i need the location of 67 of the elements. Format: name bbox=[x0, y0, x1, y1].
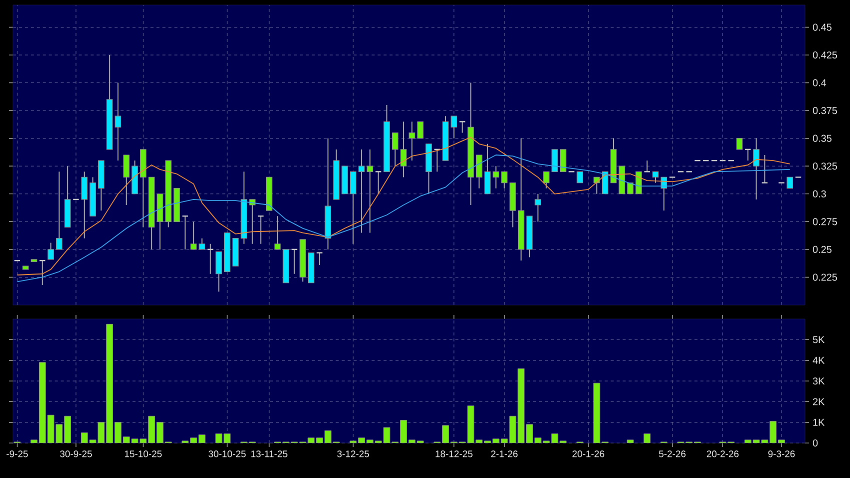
candlestick bbox=[123, 154, 130, 206]
candlestick bbox=[392, 132, 398, 167]
y-tick-label: 0 bbox=[812, 439, 818, 447]
candlestick bbox=[249, 198, 256, 244]
candlestick bbox=[753, 138, 760, 200]
y-tick-label: 0.375 bbox=[812, 107, 838, 114]
candlestick bbox=[48, 242, 54, 260]
x-tick-label: 3-12-25 bbox=[337, 450, 370, 458]
y-tick-label: 4K bbox=[812, 356, 825, 364]
candlestick bbox=[358, 148, 365, 234]
candlestick bbox=[114, 82, 122, 162]
candlestick bbox=[484, 143, 491, 194]
candlestick bbox=[216, 251, 222, 292]
candlestick bbox=[408, 121, 416, 162]
y-tick-label: 0.25 bbox=[812, 246, 832, 253]
y-tick-label: 0.325 bbox=[812, 162, 838, 170]
candlestick bbox=[350, 171, 356, 244]
candlestick bbox=[400, 121, 407, 178]
y-tick-label: 0.4 bbox=[812, 79, 826, 86]
candlestick bbox=[374, 171, 382, 194]
y-tick-label: 5K bbox=[812, 336, 825, 344]
candlestick bbox=[366, 148, 374, 234]
y-tick-label: 0.275 bbox=[812, 218, 838, 226]
candlestick bbox=[417, 121, 424, 139]
x-tick-label: 18-12-25 bbox=[436, 450, 472, 458]
y-tick-label: 0.35 bbox=[812, 134, 832, 142]
candlestick bbox=[552, 149, 558, 172]
candlestick bbox=[543, 171, 550, 189]
y-tick-label: 0.425 bbox=[812, 51, 838, 59]
candlestick bbox=[56, 171, 62, 250]
candlestick bbox=[458, 121, 466, 134]
candlestick bbox=[627, 182, 634, 194]
x-tick-label: 5-2-26 bbox=[659, 450, 686, 458]
y-tick-label: 2K bbox=[813, 398, 825, 406]
candlestick bbox=[316, 252, 324, 266]
candlestick bbox=[492, 166, 500, 189]
x-tick-label: 30-10-25 bbox=[208, 450, 246, 458]
candlestick bbox=[534, 193, 542, 222]
x-tick-label: 9-3-26 bbox=[768, 450, 795, 458]
candlestick bbox=[274, 216, 281, 250]
x-tick-label: 13-11-25 bbox=[251, 450, 288, 458]
candlestick bbox=[652, 171, 659, 184]
candlestick bbox=[736, 138, 743, 150]
y-tick-label: 1K bbox=[813, 418, 825, 426]
candlestick bbox=[786, 176, 794, 189]
candlestick bbox=[644, 160, 651, 172]
x-tick-label: 20-1-26 bbox=[572, 450, 604, 458]
candlestick bbox=[761, 154, 768, 184]
candlestick bbox=[636, 171, 642, 194]
y-tick-label: 3K bbox=[812, 377, 825, 385]
y-tick-label: 0.225 bbox=[812, 274, 838, 281]
candlestick bbox=[190, 221, 197, 250]
candlestick bbox=[198, 238, 206, 250]
candlestick bbox=[501, 171, 508, 189]
candlestick bbox=[602, 171, 608, 194]
candlestick bbox=[576, 171, 584, 184]
candlestick bbox=[560, 149, 566, 172]
candlestick bbox=[81, 171, 88, 239]
x-tick-label: 20-2-26 bbox=[706, 450, 739, 458]
candlestick bbox=[450, 116, 458, 139]
x-tick-label: 2-1-26 bbox=[491, 450, 518, 458]
y-tick-label: 0.45 bbox=[812, 24, 832, 31]
x-tick-label: 15-10-25 bbox=[124, 450, 162, 458]
x-tick-label: -9-25 bbox=[6, 450, 28, 458]
y-tick-label: 0.3 bbox=[812, 190, 826, 198]
x-tick-label: 30-9-25 bbox=[60, 450, 92, 458]
candlestick bbox=[476, 154, 482, 189]
